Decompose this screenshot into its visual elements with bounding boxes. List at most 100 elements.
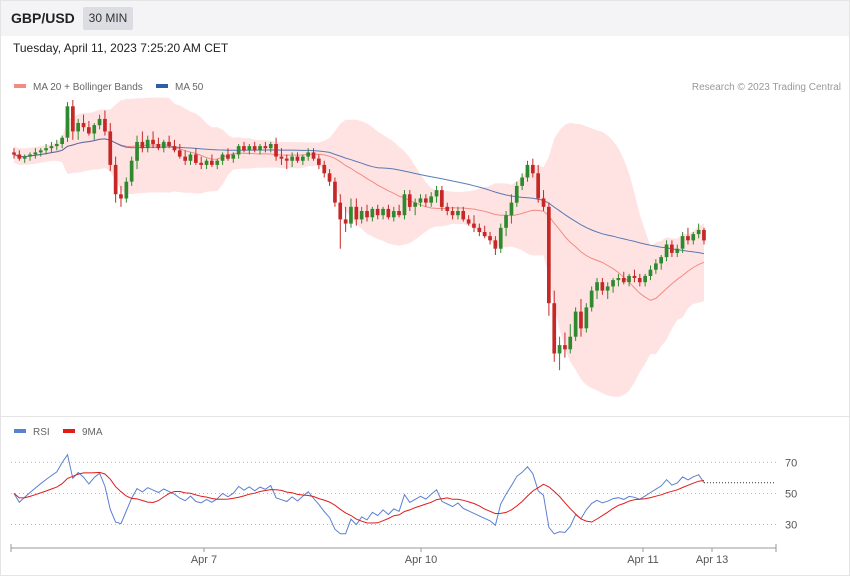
candle-body <box>97 118 102 126</box>
candle-body <box>124 181 129 199</box>
candle-body <box>536 173 540 199</box>
candle-body <box>33 152 38 155</box>
candle-body <box>686 236 690 241</box>
candle-body <box>643 275 647 283</box>
candle-body <box>135 141 139 161</box>
candle-body <box>338 202 343 220</box>
candle-body <box>375 208 380 216</box>
legend-swatch-ma50 <box>156 84 168 88</box>
candle-body <box>327 173 332 182</box>
bollinger-band-area <box>14 97 704 397</box>
candle-body <box>670 244 674 253</box>
candle-body <box>215 160 220 165</box>
candle-body <box>103 118 107 132</box>
candle-body <box>637 278 642 283</box>
candle-body <box>151 139 155 144</box>
bollinger-band <box>14 97 704 397</box>
x-axis: Apr 7 Apr 10 Apr 11 Apr 13 <box>10 544 777 566</box>
candle-body <box>509 202 514 216</box>
panel-divider <box>0 416 850 417</box>
candle-body <box>450 211 455 216</box>
candle-body <box>664 244 669 258</box>
candle-body <box>659 257 663 264</box>
candle-body <box>434 190 439 197</box>
candle-body <box>204 160 209 165</box>
candle-body <box>140 141 145 149</box>
candle-body <box>621 278 626 283</box>
x-axis-label: Apr 13 <box>696 554 728 566</box>
candle-body <box>108 131 113 165</box>
candle-body <box>199 162 203 165</box>
candle-body <box>370 208 375 218</box>
candle-body <box>113 164 118 195</box>
candle-body <box>632 275 637 278</box>
candle-body <box>54 144 59 147</box>
candle-body <box>210 160 214 165</box>
candle-body <box>520 177 524 186</box>
timeframe-button[interactable]: 30 MIN <box>83 7 133 30</box>
candle-body <box>654 263 658 270</box>
candlesticks <box>12 100 706 371</box>
legend-swatch-rsi <box>14 429 26 433</box>
candle-body <box>407 194 412 207</box>
candle-body <box>391 211 396 218</box>
candle-body <box>386 208 391 218</box>
rsi-panel: 70 50 30 <box>11 453 797 535</box>
candle-body <box>231 154 236 159</box>
candle-body <box>402 194 407 216</box>
candle-body <box>600 282 605 291</box>
candle-body <box>365 211 369 218</box>
candle-body <box>354 206 359 220</box>
candle-body <box>167 141 171 147</box>
candle-body <box>194 154 198 163</box>
candle-body <box>429 196 433 203</box>
legend-label-rsi: RSI <box>33 427 50 438</box>
candle-body <box>531 164 535 174</box>
candle-body <box>611 280 615 287</box>
candle-body <box>242 146 246 151</box>
candle-body <box>466 219 471 224</box>
candle-body <box>92 125 97 134</box>
candle-body <box>627 275 631 283</box>
candle-body <box>541 198 546 207</box>
candle-body <box>226 154 230 159</box>
candle-body <box>38 150 43 153</box>
candle-body <box>514 185 519 203</box>
candle-body <box>595 282 599 291</box>
candle-body <box>696 229 701 235</box>
candle-body <box>547 206 551 304</box>
candle-body <box>81 123 86 128</box>
candle-body <box>440 190 444 207</box>
candle-body <box>680 236 685 249</box>
candle-body <box>472 223 476 228</box>
candle-body <box>322 164 327 174</box>
candle-body <box>247 146 252 151</box>
candle-body <box>333 181 337 203</box>
candle-body <box>188 154 193 161</box>
rsi-tick-label: 30 <box>785 519 797 531</box>
candle-body <box>525 164 530 178</box>
candle-body <box>274 144 278 157</box>
candle-body <box>28 154 32 157</box>
ma50-line <box>13 138 705 255</box>
candle-body <box>87 127 91 134</box>
candle-body <box>279 156 284 159</box>
candle-body <box>584 307 589 329</box>
candle-body <box>493 240 498 249</box>
rsi-line <box>13 453 705 535</box>
candle-body <box>648 269 653 276</box>
candle-body <box>359 211 364 220</box>
candle-body <box>573 311 578 337</box>
candle-body <box>456 211 460 216</box>
candle-body <box>563 345 567 350</box>
instrument-name: GBP/USD <box>11 10 75 26</box>
candle-body <box>397 211 401 216</box>
candle-body <box>317 158 321 165</box>
candle-body <box>605 286 610 291</box>
candle-body <box>177 150 182 157</box>
credit-text: Research © 2023 Trading Central <box>692 82 841 93</box>
ma20-line <box>13 138 705 301</box>
candle-body <box>301 156 305 161</box>
candle-body <box>568 336 573 350</box>
